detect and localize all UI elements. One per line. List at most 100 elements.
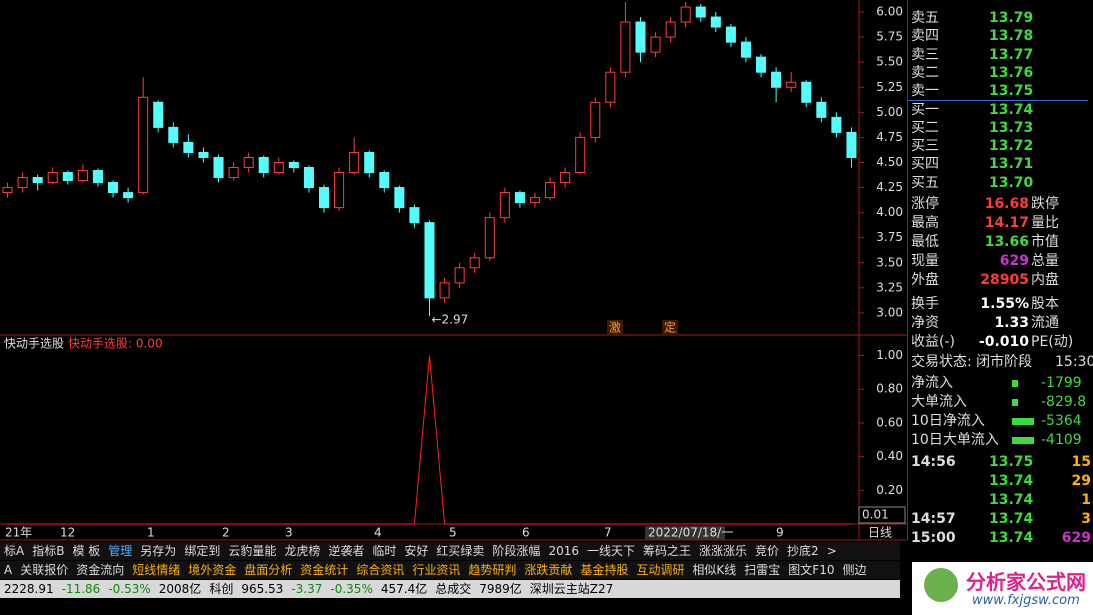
candle-body [32,177,43,184]
tab[interactable]: 红买绿卖 [436,544,485,558]
candle-body [228,167,239,179]
tab[interactable]: 龙虎榜 [284,544,321,558]
stat-label2: 内盘 [1031,272,1059,288]
indicator-line [7,355,852,525]
candle-body [183,141,194,153]
tab[interactable]: 逆袭者 [328,544,365,558]
candle-body [123,192,134,199]
candle-body [590,101,601,138]
tab[interactable]: 行业资讯 [412,563,461,577]
y-tick-label: 3.00 [876,305,903,319]
candle-body [575,136,586,174]
tab[interactable]: 短线情绪 [132,563,181,577]
status-item: -3.37 [291,582,323,596]
tab[interactable]: 涨跌贡献 [524,563,573,577]
tab[interactable]: 资金统计 [300,563,349,577]
book-label: 买四 [911,156,939,173]
status-item: 7989亿 [479,582,522,596]
book-price: 13.70 [989,174,1034,191]
stat-label2: 市值 [1031,234,1059,250]
tick-time: 14:56 [911,454,956,470]
tab[interactable]: 资金流向 [76,563,125,577]
candle-body [273,161,284,174]
x-tick-label: 6 [522,526,530,540]
status-item: -0.35% [330,582,373,596]
tab[interactable]: 安好 [404,544,429,558]
tab[interactable]: A [4,563,13,577]
x-tick-label: 1 [147,526,155,540]
candle-body [831,116,842,133]
candle-body [816,101,827,118]
y-tick-label: 5.25 [876,80,903,94]
tab[interactable]: 云豹量能 [228,544,277,558]
stat-label2: PE(动) [1031,334,1074,350]
flow-label: 10日净流入 [911,413,985,429]
tab[interactable]: 侧边 [842,563,867,577]
tab[interactable]: 境外资金 [188,563,237,577]
candle-body [560,172,571,184]
tab[interactable]: 抄底2 [787,544,819,558]
marker-box [607,320,623,336]
tab[interactable]: > [826,544,837,558]
candle-body [394,187,405,209]
book-label: 卖一 [911,83,939,100]
candle-body [153,101,164,128]
x-tick-label: 21年 [5,526,32,540]
candle-body [258,156,269,174]
tab[interactable]: 图文F10 [788,563,835,577]
tab[interactable]: 关联报价 [20,563,69,577]
candle-body [635,21,646,53]
low-annotation: ←2.97 [432,312,469,326]
tab[interactable]: 互动调研 [636,563,685,577]
y-tick-label: 4.50 [876,155,903,169]
tab[interactable]: 竞价 [755,544,780,558]
tab[interactable]: 指标B [32,544,65,558]
candle-body [243,156,254,169]
tab[interactable]: 临时 [372,544,397,558]
y-tick-label: 1.00 [876,348,903,362]
book-label: 卖四 [911,28,939,45]
y-tick-label: 4.00 [876,205,903,219]
status-item: -11.86 [61,582,101,596]
tab[interactable]: 模 板 [72,544,101,558]
tab[interactable]: 管理 [108,544,133,558]
candle-body [77,170,88,182]
tick-volume: 15 [1071,454,1091,470]
tab[interactable]: 一线天下 [586,544,635,558]
candle-body [514,192,525,204]
flow-value: -5364 [1041,413,1082,429]
tab[interactable]: 另存为 [140,544,177,558]
tick-price: 13.75 [989,454,1034,470]
marker: 激 [609,321,621,335]
stat-value: 1.33 [994,315,1029,331]
y-tick-label: 0.60 [876,415,903,429]
stat-label: 最高 [911,215,939,231]
stat-label: 最低 [911,234,939,250]
tab[interactable]: 基金持股 [580,563,629,577]
tab[interactable]: 趋势研判 [468,563,517,577]
candle-body [605,71,616,103]
candle-body [469,257,480,269]
period-label[interactable]: 日线 [868,526,892,540]
tab[interactable]: 筹码之王 [643,544,692,558]
tab[interactable]: 阶段涨幅 [492,544,541,558]
date-highlight [645,526,725,540]
status-item: 2008亿 [158,582,202,596]
tab[interactable]: 综合资讯 [356,563,405,577]
tab[interactable]: 扫雷宝 [744,563,781,577]
tab[interactable]: 绑定到 [184,544,221,558]
indicator-legend: 快动手选股: 0.00 [68,337,163,351]
tab[interactable]: 相似K线 [692,563,737,577]
tab[interactable]: 盘面分析 [244,563,293,577]
book-label: 买二 [911,119,939,136]
status-item: 深圳云主站Z27 [529,582,614,596]
x-tick-label: 2022/07/18/一 [648,526,733,540]
candle-body [334,172,345,209]
candle-body [439,282,450,299]
y-tick-label: 5.00 [876,105,903,119]
tab[interactable]: 标A [4,544,25,558]
status-item: -0.53% [108,582,151,596]
book-price: 13.74 [989,101,1034,118]
tab[interactable]: 2016 [548,544,579,558]
tab[interactable]: 涨涨涨乐 [699,544,748,558]
